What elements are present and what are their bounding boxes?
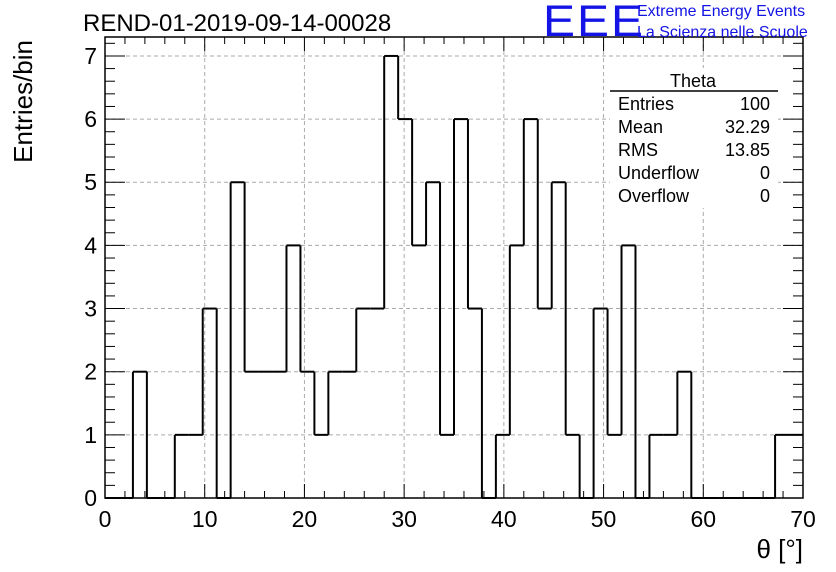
stats-row-value: 32.29 bbox=[725, 117, 770, 137]
y-tick-label: 4 bbox=[84, 232, 97, 258]
histogram-bin bbox=[592, 307, 608, 498]
y-tick-label: 2 bbox=[84, 359, 97, 385]
logo-tagline-2: La Scienza nelle Scuole bbox=[637, 24, 808, 41]
x-tick-label: 50 bbox=[591, 506, 617, 532]
histogram-bin bbox=[411, 119, 427, 247]
histogram-bin bbox=[397, 55, 413, 121]
x-tick-labels: 0 10 20 30 40 50 60 70 bbox=[99, 506, 816, 532]
plot-frame bbox=[104, 36, 804, 499]
stats-box: Theta Entries 100 Mean 32.29 RMS 13.85 Underfl… bbox=[610, 68, 778, 208]
x-tick-label: 0 bbox=[99, 506, 112, 532]
histogram-bin bbox=[201, 307, 217, 435]
y-tick-label: 1 bbox=[84, 422, 97, 448]
histogram-bin bbox=[243, 182, 259, 373]
histogram-bin bbox=[131, 370, 147, 498]
histogram-bin bbox=[774, 433, 790, 498]
histogram-bin bbox=[285, 244, 301, 372]
stats-row-value: 13.85 bbox=[725, 140, 770, 160]
x-tick-label: 40 bbox=[491, 506, 517, 532]
x-axis-label: θ [°] bbox=[756, 534, 803, 564]
histogram-bin bbox=[508, 244, 524, 435]
x-tick-label: 10 bbox=[192, 506, 218, 532]
logo-tagline-1: Extreme Energy Events bbox=[637, 3, 806, 20]
stats-row-label: RMS bbox=[618, 140, 658, 160]
histogram-bin bbox=[229, 181, 245, 498]
y-tick-labels: 0 1 2 3 4 5 6 7 bbox=[84, 43, 97, 511]
y-tick-label: 7 bbox=[84, 43, 97, 69]
histogram-bin bbox=[173, 433, 189, 498]
stats-row-value: 100 bbox=[740, 94, 770, 114]
stats-title: Theta bbox=[670, 71, 717, 91]
histogram-bin bbox=[536, 119, 552, 310]
y-tick-label: 3 bbox=[84, 296, 97, 322]
x-tick-label: 60 bbox=[690, 506, 716, 532]
stats-row-label: Overflow bbox=[618, 186, 690, 206]
histogram-bin bbox=[522, 118, 538, 246]
histogram-bin bbox=[620, 244, 636, 435]
histogram-bin bbox=[383, 54, 399, 309]
x-tick-label: 30 bbox=[391, 506, 417, 532]
y-tick-label: 6 bbox=[84, 106, 97, 132]
histogram-bin bbox=[439, 182, 454, 436]
histogram-bin bbox=[299, 245, 315, 373]
stats-row-label: Underflow bbox=[618, 163, 700, 183]
x-tick-label: 70 bbox=[790, 506, 816, 532]
histogram-bin bbox=[355, 307, 371, 372]
stats-row-label: Mean bbox=[618, 117, 663, 137]
histogram-bin bbox=[327, 370, 343, 435]
run-title: REND-01-2019-09-14-00028 bbox=[83, 10, 392, 37]
histogram-bin bbox=[453, 118, 468, 435]
stats-row-value: 0 bbox=[760, 163, 770, 183]
x-tick-label: 20 bbox=[292, 506, 318, 532]
histogram-bin bbox=[578, 434, 594, 499]
histogram-bin bbox=[466, 119, 482, 310]
histogram-bin bbox=[550, 181, 566, 309]
histogram-bin bbox=[676, 370, 692, 435]
histogram-bin bbox=[480, 308, 496, 499]
eee-logo: EEE bbox=[543, 0, 646, 46]
stats-row-label: Entries bbox=[618, 94, 674, 114]
histogram-bin bbox=[313, 371, 329, 436]
histogram-bin bbox=[564, 182, 580, 436]
histogram-bin bbox=[494, 433, 510, 498]
histogram-bin bbox=[648, 433, 664, 498]
y-axis-label: Entries/bin bbox=[8, 40, 38, 163]
stats-row-value: 0 bbox=[760, 186, 770, 206]
y-tick-label: 0 bbox=[84, 485, 97, 511]
histogram-bin bbox=[606, 308, 622, 436]
histogram-bin bbox=[425, 181, 441, 246]
histogram-bin bbox=[215, 308, 231, 499]
y-tick-label: 5 bbox=[84, 169, 97, 195]
